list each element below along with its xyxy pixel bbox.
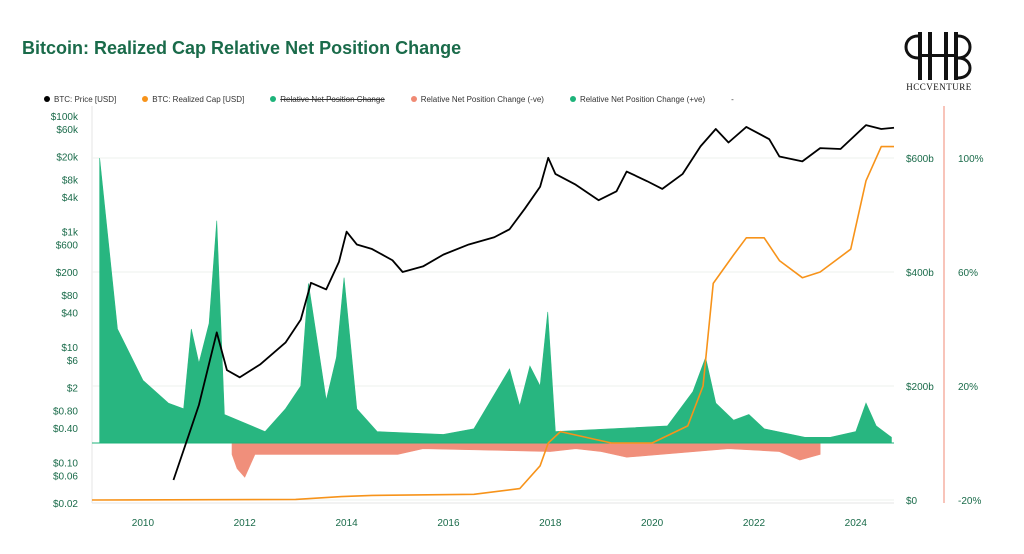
y-left-tick: $100k bbox=[51, 112, 79, 123]
y-right-pct-tick: 60% bbox=[958, 268, 978, 279]
net-position-bars bbox=[92, 157, 894, 478]
y-right-pct-tick: 100% bbox=[958, 154, 984, 165]
y-left-tick: $20k bbox=[56, 153, 79, 164]
legend-label: Relative Net Position Change bbox=[280, 94, 385, 104]
legend-item-negative[interactable]: Relative Net Position Change (-ve) bbox=[410, 94, 544, 104]
x-tick: 2014 bbox=[335, 518, 358, 529]
y-right-cap-tick: $200b bbox=[906, 382, 934, 393]
y-left-tick: $0.80 bbox=[53, 406, 78, 417]
y-left-tick: $600 bbox=[56, 240, 79, 251]
y-left-tick: $4k bbox=[62, 193, 79, 204]
hcc-monogram-icon bbox=[904, 32, 972, 80]
legend-label: Relative Net Position Change (-ve) bbox=[420, 94, 544, 104]
y-left-tick: $0.10 bbox=[53, 459, 78, 470]
y-left-tick: $80 bbox=[61, 291, 78, 302]
axis-labels: $600b $400b $200b $0 100% 60% 20% -20% $100k $60k… bbox=[51, 112, 984, 529]
legend-swatch bbox=[410, 96, 417, 102]
y-left-tick: $0.02 bbox=[53, 499, 78, 510]
y-left-tick: $2 bbox=[67, 384, 79, 395]
chart-title: Bitcoin: Realized Cap Relative Net Posit… bbox=[22, 38, 462, 58]
y-right-cap-tick: $0 bbox=[906, 496, 918, 507]
realized-cap-line bbox=[91, 145, 894, 501]
negative-area bbox=[231, 442, 821, 478]
y-left-tick: $200 bbox=[56, 268, 79, 279]
x-tick: 2022 bbox=[743, 518, 766, 529]
x-tick: 2020 bbox=[641, 518, 664, 529]
y-left-tick: $0.40 bbox=[53, 424, 78, 435]
legend-item-positive[interactable]: Relative Net Position Change (+ve) bbox=[569, 94, 706, 104]
legend-item-relative-net-position[interactable]: Relative Net Position Change bbox=[270, 95, 385, 104]
y-right-cap-tick: $400b bbox=[906, 268, 934, 279]
brand-logo: HCCVENTURE bbox=[896, 28, 982, 98]
x-tick: 2012 bbox=[234, 518, 257, 529]
legend-item-price[interactable]: BTC: Price [USD] bbox=[44, 95, 116, 104]
y-left-tick: $10 bbox=[61, 343, 78, 354]
y-right-pct-tick: 20% bbox=[958, 382, 978, 393]
legend-swatch bbox=[270, 96, 277, 102]
legend-swatch bbox=[142, 96, 149, 102]
x-tick: 2018 bbox=[539, 518, 562, 529]
legend-label: Relative Net Position Change (+ve) bbox=[579, 94, 706, 104]
legend-item-realized-cap[interactable]: BTC: Realized Cap [USD] bbox=[142, 95, 244, 104]
legend-item-extra[interactable]: - bbox=[731, 95, 734, 104]
legend-label: BTC: Price [USD] bbox=[54, 94, 117, 104]
legend-swatch bbox=[44, 96, 50, 102]
y-left-tick: $6 bbox=[67, 356, 79, 367]
legend-swatch bbox=[569, 96, 576, 102]
y-right-pct-tick: -20% bbox=[958, 496, 981, 507]
x-tick: 2010 bbox=[132, 518, 155, 529]
y-left-tick: $8k bbox=[62, 176, 79, 187]
y-right-cap-tick: $600b bbox=[906, 154, 934, 165]
chart-legend: BTC: Price [USD] BTC: Realized Cap [USD]… bbox=[44, 92, 760, 106]
y-left-tick: $1k bbox=[62, 228, 79, 239]
x-tick: 2024 bbox=[845, 518, 868, 529]
positive-area bbox=[99, 157, 892, 444]
y-left-tick: $40 bbox=[61, 308, 78, 319]
y-left-tick: $60k bbox=[56, 125, 79, 136]
x-tick: 2016 bbox=[437, 518, 460, 529]
legend-label: - bbox=[731, 94, 734, 104]
y-left-tick: $0.06 bbox=[53, 471, 78, 482]
series-lines bbox=[91, 124, 895, 501]
logo-text: HCCVENTURE bbox=[906, 82, 972, 92]
price-line bbox=[172, 124, 895, 481]
legend-label: BTC: Realized Cap [USD] bbox=[152, 94, 245, 104]
